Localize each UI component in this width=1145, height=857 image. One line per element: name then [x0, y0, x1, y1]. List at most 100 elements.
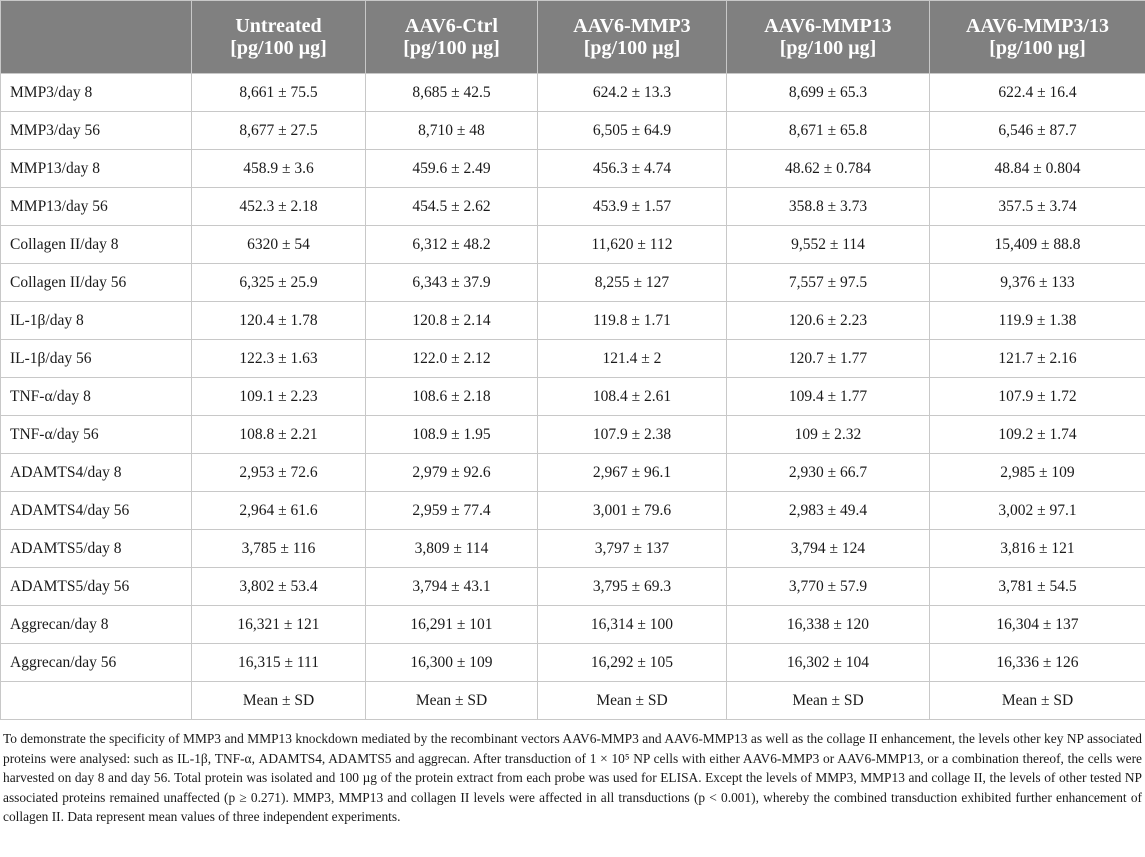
table-cell: 122.0 ± 2.12 — [365, 339, 538, 378]
row-label: MMP3/day 56 — [0, 111, 192, 150]
row-label: Aggrecan/day 56 — [0, 643, 192, 682]
table-cell: 3,002 ± 97.1 — [929, 491, 1145, 530]
table-cell: 9,552 ± 114 — [726, 225, 930, 264]
table-cell: 6,312 ± 48.2 — [365, 225, 538, 264]
table-cell: 16,315 ± 111 — [191, 643, 366, 682]
table-cell: 107.9 ± 1.72 — [929, 377, 1145, 416]
table-cell: 48.62 ± 0.784 — [726, 149, 930, 188]
table-cell: 452.3 ± 2.18 — [191, 187, 366, 226]
table-cell: 16,321 ± 121 — [191, 605, 366, 644]
row-label: MMP13/day 56 — [0, 187, 192, 226]
row-label: ADAMTS5/day 56 — [0, 567, 192, 606]
table-cell: 357.5 ± 3.74 — [929, 187, 1145, 226]
row-label: IL-1β/day 8 — [0, 301, 192, 340]
table-cell: 120.7 ± 1.77 — [726, 339, 930, 378]
row-label: ADAMTS4/day 56 — [0, 491, 192, 530]
table-cell: 7,557 ± 97.5 — [726, 263, 930, 302]
table-row: ADAMTS4/day 8 2,953 ± 72.6 2,979 ± 92.6 2,9… — [0, 453, 1145, 492]
table-cell: 9,376 ± 133 — [929, 263, 1145, 302]
row-label: IL-1β/day 56 — [0, 339, 192, 378]
table-cell: 16,302 ± 104 — [726, 643, 930, 682]
table-cell: 3,797 ± 137 — [537, 529, 727, 568]
table-row: Aggrecan/day 56 16,315 ± 111 16,300 ± 109 1… — [0, 643, 1145, 682]
table-cell: 2,964 ± 61.6 — [191, 491, 366, 530]
row-label: TNF-α/day 56 — [0, 415, 192, 454]
table-cell: 3,795 ± 69.3 — [537, 567, 727, 606]
table-cell: 108.8 ± 2.21 — [191, 415, 366, 454]
data-table: Untreated [pg/100 µg] AAV6-Ctrl [pg/100 … — [0, 0, 1145, 720]
table-cell: 16,304 ± 137 — [929, 605, 1145, 644]
table-row: Mean ± SD Mean ± SD Mean ± SD Mean ± SD Mean… — [0, 681, 1145, 720]
header-corner-cell — [0, 0, 192, 74]
table-cell: 8,710 ± 48 — [365, 111, 538, 150]
table-cell: Mean ± SD — [929, 681, 1145, 720]
table-cell: 6320 ± 54 — [191, 225, 366, 264]
table-cell: 456.3 ± 4.74 — [537, 149, 727, 188]
table-cell: 2,985 ± 109 — [929, 453, 1145, 492]
table-cell: 108.4 ± 2.61 — [537, 377, 727, 416]
table-cell: Mean ± SD — [191, 681, 366, 720]
table-cell: 3,781 ± 54.5 — [929, 567, 1145, 606]
table-cell: 624.2 ± 13.3 — [537, 73, 727, 112]
table-cell: 121.7 ± 2.16 — [929, 339, 1145, 378]
table-footnote: To demonstrate the specificity of MMP3 a… — [3, 731, 1142, 825]
row-label: Collagen II/day 56 — [0, 263, 192, 302]
row-label — [0, 681, 192, 720]
table-cell: 122.3 ± 1.63 — [191, 339, 366, 378]
table-cell: 16,336 ± 126 — [929, 643, 1145, 682]
table-cell: 107.9 ± 2.38 — [537, 415, 727, 454]
table-row: Collagen II/day 56 6,325 ± 25.9 6,343 ± 37… — [0, 263, 1145, 302]
table-cell: 120.4 ± 1.78 — [191, 301, 366, 340]
table-cell: Mean ± SD — [537, 681, 727, 720]
row-label: MMP3/day 8 — [0, 73, 192, 112]
table-cell: 6,343 ± 37.9 — [365, 263, 538, 302]
table-cell: 6,325 ± 25.9 — [191, 263, 366, 302]
column-header: AAV6-MMP3/13 [pg/100 µg] — [929, 0, 1145, 74]
table-cell: 109.4 ± 1.77 — [726, 377, 930, 416]
table-cell: 8,685 ± 42.5 — [365, 73, 538, 112]
table-cell: 6,505 ± 64.9 — [537, 111, 727, 150]
table-cell: 16,314 ± 100 — [537, 605, 727, 644]
table-cell: 8,699 ± 65.3 — [726, 73, 930, 112]
table-row: IL-1β/day 56 122.3 ± 1.63 122.0 ± 2.12 121.… — [0, 339, 1145, 378]
table-cell: 3,816 ± 121 — [929, 529, 1145, 568]
table-row: ADAMTS5/day 8 3,785 ± 116 3,809 ± 114 3,797… — [0, 529, 1145, 568]
table-row: ADAMTS4/day 56 2,964 ± 61.6 2,959 ± 77.4 3,… — [0, 491, 1145, 530]
table-cell: 3,802 ± 53.4 — [191, 567, 366, 606]
row-label: Collagen II/day 8 — [0, 225, 192, 264]
table-cell: 2,979 ± 92.6 — [365, 453, 538, 492]
table-cell: 2,967 ± 96.1 — [537, 453, 727, 492]
row-label: ADAMTS5/day 8 — [0, 529, 192, 568]
table-cell: 2,983 ± 49.4 — [726, 491, 930, 530]
table-cell: 3,785 ± 116 — [191, 529, 366, 568]
table-cell: 16,291 ± 101 — [365, 605, 538, 644]
table-cell: 108.6 ± 2.18 — [365, 377, 538, 416]
table-cell: 3,794 ± 124 — [726, 529, 930, 568]
table-cell: 120.8 ± 2.14 — [365, 301, 538, 340]
table-cell: 8,677 ± 27.5 — [191, 111, 366, 150]
row-label: ADAMTS4/day 8 — [0, 453, 192, 492]
table-cell: 2,953 ± 72.6 — [191, 453, 366, 492]
column-header-name: AAV6-MMP3 — [573, 15, 691, 37]
table-cell: 109 ± 2.32 — [726, 415, 930, 454]
column-header: Untreated [pg/100 µg] — [191, 0, 366, 74]
table-cell: 109.1 ± 2.23 — [191, 377, 366, 416]
table-cell: 3,794 ± 43.1 — [365, 567, 538, 606]
column-header-unit: [pg/100 µg] — [779, 37, 877, 59]
column-header-name: Untreated — [235, 15, 322, 37]
table-cell: 454.5 ± 2.62 — [365, 187, 538, 226]
table-cell: 119.8 ± 1.71 — [537, 301, 727, 340]
table-cell: 109.2 ± 1.74 — [929, 415, 1145, 454]
table-cell: 48.84 ± 0.804 — [929, 149, 1145, 188]
table-row: TNF-α/day 56 108.8 ± 2.21 108.9 ± 1.95 107.… — [0, 415, 1145, 454]
table-body: MMP3/day 8 8,661 ± 75.5 8,685 ± 42.5 624.2 … — [0, 73, 1145, 720]
table-cell: 16,292 ± 105 — [537, 643, 727, 682]
row-label: MMP13/day 8 — [0, 149, 192, 188]
row-label: Aggrecan/day 8 — [0, 605, 192, 644]
column-header-unit: [pg/100 µg] — [989, 37, 1086, 59]
table-cell: 6,546 ± 87.7 — [929, 111, 1145, 150]
table-cell: 120.6 ± 2.23 — [726, 301, 930, 340]
column-header-name: AAV6-MMP3/13 — [966, 15, 1109, 37]
table-cell: 8,671 ± 65.8 — [726, 111, 930, 150]
table-row: MMP3/day 56 8,677 ± 27.5 8,710 ± 48 6,505 ±… — [0, 111, 1145, 150]
